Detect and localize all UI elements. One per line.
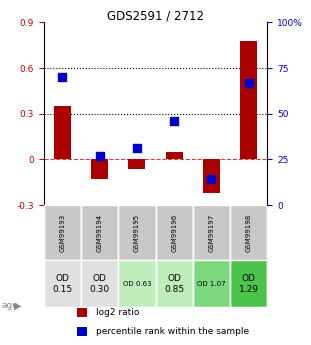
Text: OD
0.15: OD 0.15 xyxy=(52,274,72,294)
Text: OD
0.85: OD 0.85 xyxy=(164,274,184,294)
Bar xyxy=(54,106,71,159)
Point xyxy=(209,177,214,182)
Text: GSM99193: GSM99193 xyxy=(59,214,65,252)
Bar xyxy=(166,152,183,159)
FancyBboxPatch shape xyxy=(156,205,193,260)
Text: age: age xyxy=(2,301,18,310)
Text: OD
0.30: OD 0.30 xyxy=(90,274,109,294)
FancyBboxPatch shape xyxy=(230,205,267,260)
Bar xyxy=(203,159,220,193)
FancyBboxPatch shape xyxy=(193,260,230,307)
Text: log2 ratio: log2 ratio xyxy=(96,308,140,317)
FancyBboxPatch shape xyxy=(81,260,118,307)
Point xyxy=(134,146,139,151)
Point xyxy=(246,80,251,86)
Point xyxy=(60,75,65,80)
FancyBboxPatch shape xyxy=(118,260,156,307)
Text: OD
1.29: OD 1.29 xyxy=(239,274,259,294)
Text: GSM99198: GSM99198 xyxy=(246,214,252,252)
Text: GSM99195: GSM99195 xyxy=(134,214,140,252)
Text: OD 1.07: OD 1.07 xyxy=(197,281,226,287)
FancyBboxPatch shape xyxy=(81,205,118,260)
FancyBboxPatch shape xyxy=(118,205,156,260)
Bar xyxy=(128,159,145,168)
Text: GSM99196: GSM99196 xyxy=(171,214,177,252)
Text: ▶: ▶ xyxy=(14,301,21,311)
Text: GSM99194: GSM99194 xyxy=(96,214,103,252)
Bar xyxy=(77,327,87,336)
Bar xyxy=(240,41,257,159)
FancyBboxPatch shape xyxy=(193,205,230,260)
FancyBboxPatch shape xyxy=(156,260,193,307)
FancyBboxPatch shape xyxy=(44,205,81,260)
FancyBboxPatch shape xyxy=(44,260,81,307)
Point xyxy=(97,153,102,158)
Text: GSM99197: GSM99197 xyxy=(208,214,215,252)
Text: OD 0.63: OD 0.63 xyxy=(123,281,151,287)
FancyBboxPatch shape xyxy=(230,260,267,307)
Text: percentile rank within the sample: percentile rank within the sample xyxy=(96,327,249,336)
Title: GDS2591 / 2712: GDS2591 / 2712 xyxy=(107,9,204,22)
Bar xyxy=(91,159,108,179)
Point xyxy=(172,118,177,124)
Bar xyxy=(77,308,87,317)
